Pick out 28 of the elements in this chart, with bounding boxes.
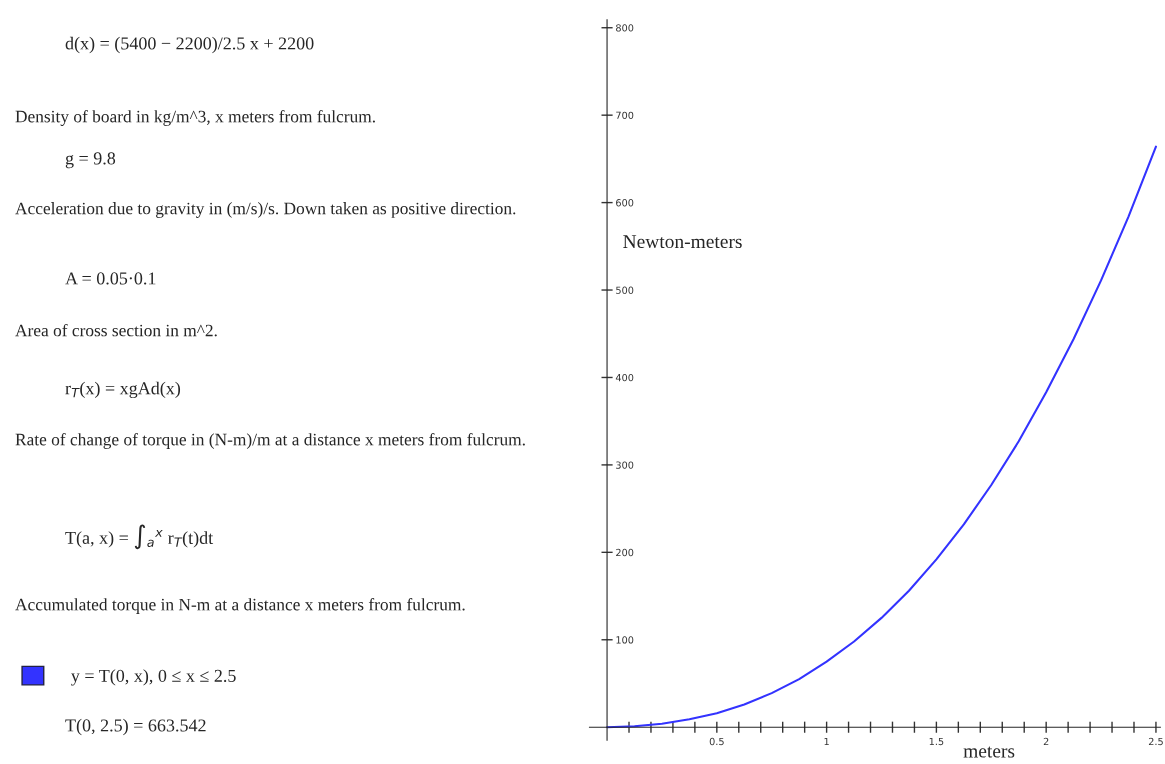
text: Density of board in kg/m^3, x meters from fulcrum. [15, 110, 375, 126]
text: d(x) = (5400 − 2200)/2.5 x + 2200 [65, 36, 314, 54]
y-axis-title: Newton-meters [623, 235, 742, 249]
text: r$_{T}$(x) = xgAd(x) [65, 381, 181, 399]
legend-label: y = T(0, x), 0 ≤ x ≤ 2.5 [71, 669, 236, 686]
text: Accumulated torque in N-m at a distance x meters from fulcrum. [15, 598, 465, 614]
x-tick-label: 2.5 [1148, 737, 1163, 746]
y-tick-label: 500 [616, 286, 634, 294]
text: Acceleration due to gravity in (m/s)/s. Down taken as positive direction. [15, 202, 516, 218]
x-tick-label: 0.5 [709, 737, 724, 746]
text: A = 0.05·0.1 [65, 272, 156, 285]
line-series [606, 145, 1157, 729]
y-tick-label: 600 [616, 199, 634, 207]
y-tick-label: 100 [616, 636, 634, 644]
text: T(a, x) = ∫$_{a}$$^{x}$ r$_{T}$(t)dt [65, 524, 214, 550]
x-axis-title: meters [963, 746, 1015, 758]
text: g = 9.8 [65, 152, 116, 169]
text: Area of cross section in m^2. [15, 323, 217, 337]
y-tick-label: 800 [616, 24, 634, 32]
y-tick-label: 700 [616, 111, 634, 119]
x-tick-label: 2 [1043, 737, 1049, 746]
text: Rate of change of torque in (N-m)/m at a distance x meters from fulcrum. [15, 433, 525, 449]
text: T(0, 2.5) = 663.542 [65, 718, 206, 736]
y-tick-label: 200 [616, 548, 634, 557]
x-tick-label: 1 [824, 737, 829, 746]
y-tick-label: 300 [616, 461, 634, 469]
x-tick-label: 1.5 [929, 737, 944, 746]
y-tick-label: 400 [615, 373, 634, 382]
